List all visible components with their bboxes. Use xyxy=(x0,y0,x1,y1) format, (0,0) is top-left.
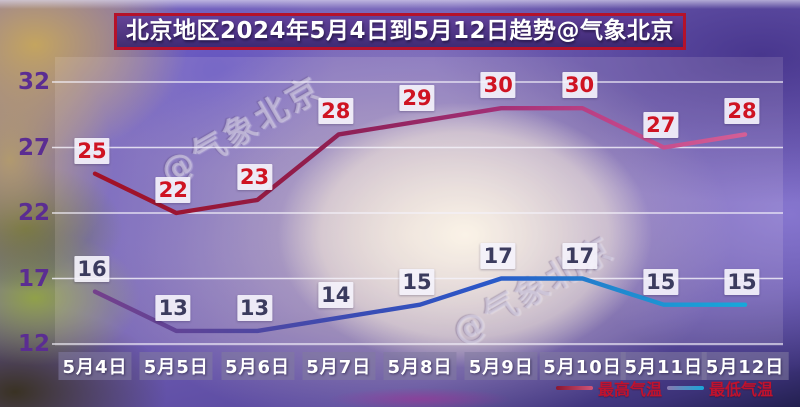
x-tick-label: 5月7日 xyxy=(302,352,376,380)
high-temp-line xyxy=(92,105,748,216)
low-temp-value: 13 xyxy=(236,294,273,321)
low-temp-value: 16 xyxy=(74,255,110,282)
y-tick-label: 32 xyxy=(17,69,50,95)
x-tick-label: 5月6日 xyxy=(220,352,295,380)
high-temp-value: 28 xyxy=(318,98,354,125)
low-temp-value: 14 xyxy=(318,281,354,308)
legend: 最高气温 最低气温 xyxy=(555,376,773,400)
high-temp-value: 30 xyxy=(561,72,598,99)
low-temp-value: 17 xyxy=(561,242,598,269)
high-temp-legend-line xyxy=(555,386,593,390)
y-tick-label: 27 xyxy=(17,134,50,161)
x-tick-label: 5月11日 xyxy=(620,352,708,380)
low-temp-value: 15 xyxy=(724,268,760,295)
low-temp-value: 13 xyxy=(155,294,191,321)
x-tick-label: 5月8日 xyxy=(383,352,457,380)
x-tick-label: 5月4日 xyxy=(58,352,132,380)
high-temp-legend-label: 最高气温 xyxy=(597,380,662,399)
high-temp-value: 28 xyxy=(724,98,760,125)
high-temp-value: 29 xyxy=(399,85,435,112)
x-tick-label: 5月10日 xyxy=(539,352,626,380)
low-temp-legend-label: 最低气温 xyxy=(708,380,773,399)
high-temp-value: 23 xyxy=(236,163,273,190)
x-tick-label: 5月9日 xyxy=(464,352,538,380)
high-temp-value: 27 xyxy=(643,111,679,138)
high-temp-value: 22 xyxy=(155,177,191,203)
y-tick-label: 17 xyxy=(17,265,50,292)
low-temp-legend-line xyxy=(666,386,704,390)
y-tick-label: 22 xyxy=(17,200,50,226)
low-temp-value: 15 xyxy=(643,268,679,295)
y-tick-label: 12 xyxy=(17,331,50,357)
high-temp-value: 30 xyxy=(480,72,516,99)
low-temp-value: 15 xyxy=(399,268,435,295)
high-temp-value: 25 xyxy=(74,137,110,164)
x-tick-label: 5月5日 xyxy=(139,352,213,380)
chart-title: 北京地区2024年5月4日到5月12日趋势@气象北京 xyxy=(113,13,687,50)
low-temp-value: 17 xyxy=(480,242,516,269)
x-tick-label: 5月12日 xyxy=(701,352,789,380)
low-temp-line xyxy=(92,276,748,334)
